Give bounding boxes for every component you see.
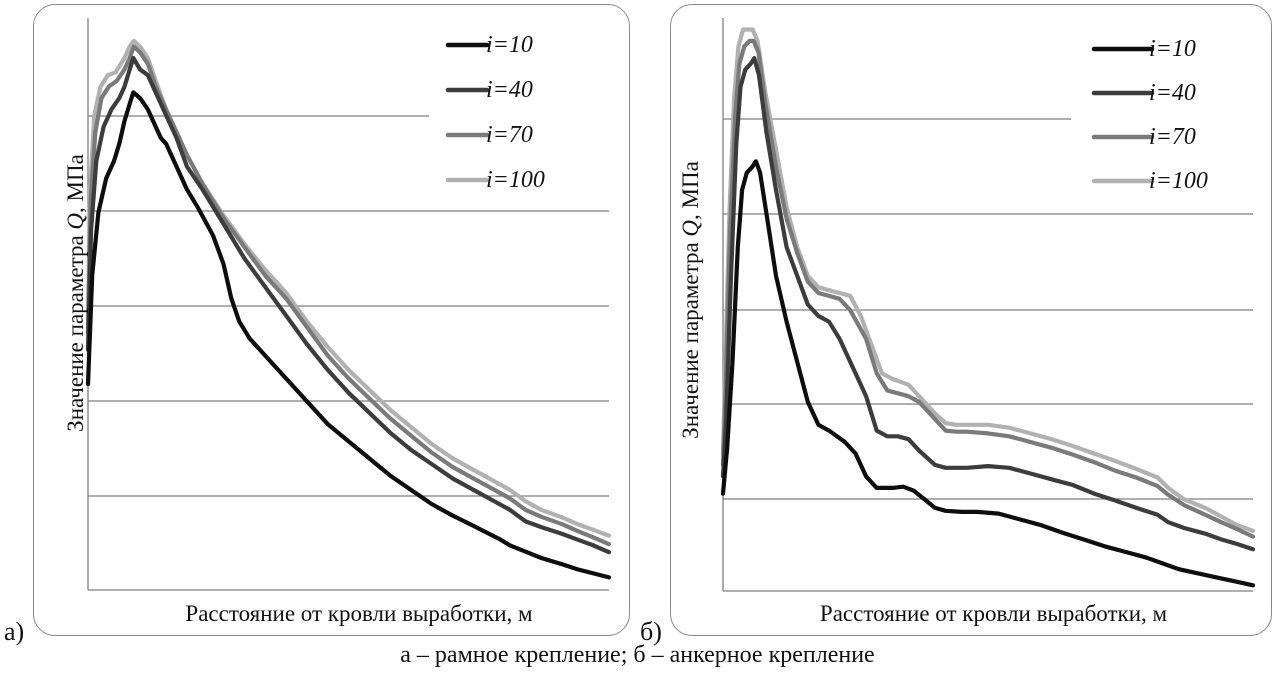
series-line-i-70 bbox=[85, 44, 612, 547]
legend-label-i-10: i=10 bbox=[1149, 36, 1196, 62]
series-line-i-100 bbox=[720, 27, 1256, 533]
series-line-i-40 bbox=[720, 55, 1256, 552]
series-line-i-100 bbox=[85, 38, 612, 538]
panel-label-a: а) bbox=[4, 617, 25, 646]
y-axis-label-b: Значение параметра Q, МПа bbox=[678, 100, 704, 500]
legend-label-i-100: i=100 bbox=[486, 167, 545, 193]
legend-label-i-40: i=40 bbox=[486, 77, 533, 103]
y-axis-label-suffix: , МПа bbox=[678, 161, 703, 220]
x-axis-label-b: Расстояние от кровли выработки, м bbox=[819, 601, 1168, 626]
y-axis-label-a: Значение параметра Q, МПа bbox=[63, 93, 89, 493]
y-axis-label-symbol: Q bbox=[678, 219, 703, 237]
plot-area-b: i=10 i=40 i=70 i=100 bbox=[720, 18, 1256, 592]
panel-label-b: б) bbox=[640, 617, 662, 646]
y-axis-label-suffix: , МПа bbox=[63, 154, 88, 213]
chart-panel-a: i=10 i=40 i=70 i=100 Значение параметра Q, … bbox=[33, 4, 630, 636]
series-line-i-10 bbox=[85, 90, 612, 580]
x-axis-label-a: Расстояние от кровли выработки, м bbox=[185, 601, 533, 626]
y-axis-label-prefix: Значение параметра bbox=[63, 229, 88, 432]
series-line-i-10 bbox=[720, 159, 1256, 588]
y-axis-label-prefix: Значение параметра bbox=[678, 236, 703, 439]
plot-area-a: i=10 i=40 i=70 i=100 bbox=[85, 18, 612, 591]
legend-label-i-70: i=70 bbox=[486, 122, 533, 148]
legend-label-i-100: i=100 bbox=[1149, 168, 1208, 194]
legend-label-i-40: i=40 bbox=[1149, 80, 1196, 106]
series-line-i-40 bbox=[85, 55, 612, 555]
figure-caption: а – рамное крепление; б – анкерное крепл… bbox=[400, 642, 875, 668]
series-line-i-70 bbox=[720, 38, 1256, 539]
chart-panel-b: i=10 i=40 i=70 i=100 Значение параметра Q, … bbox=[670, 4, 1272, 636]
y-axis-label-symbol: Q bbox=[63, 212, 88, 230]
legend-label-i-70: i=70 bbox=[1149, 124, 1196, 150]
legend-label-i-10: i=10 bbox=[486, 32, 533, 58]
